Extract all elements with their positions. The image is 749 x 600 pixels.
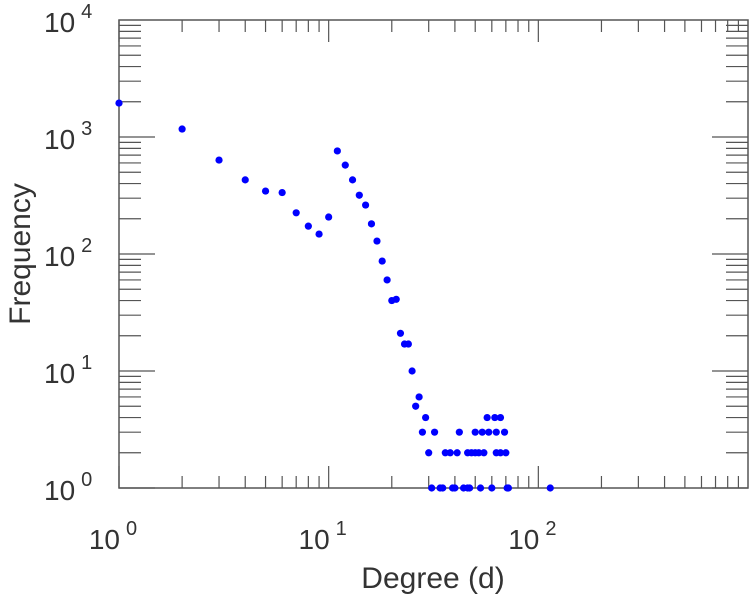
data-point — [430, 428, 439, 436]
data-point — [475, 449, 483, 457]
data-point — [241, 176, 249, 184]
axis-ticks — [118, 20, 748, 489]
data-point — [392, 295, 400, 303]
x-tick-label-base: 10 — [508, 524, 539, 555]
x-tick-label-exponent: 1 — [336, 518, 347, 540]
data-point — [478, 428, 486, 436]
data-point — [496, 449, 505, 457]
data-point — [415, 393, 423, 401]
data-point — [476, 484, 485, 492]
data-point — [453, 449, 461, 457]
y-tick-label-base: 10 — [44, 241, 75, 272]
data-point — [451, 484, 459, 492]
data-point — [412, 402, 420, 410]
data-point — [439, 484, 447, 492]
data-point — [485, 428, 493, 436]
data-point — [315, 230, 323, 238]
data-point — [465, 484, 474, 492]
data-point — [418, 428, 427, 436]
data-point — [325, 213, 333, 221]
data-point — [373, 237, 381, 245]
data-point — [471, 428, 479, 436]
y-tick-label: 10 2 — [44, 235, 92, 272]
y-tick-label-exponent: 4 — [81, 1, 92, 23]
data-point — [261, 187, 270, 195]
y-tick-label: 10 1 — [44, 352, 92, 389]
y-tick-label: 10 3 — [44, 118, 92, 155]
x-tick-label: 10 0 — [89, 518, 137, 555]
data-point — [383, 276, 391, 284]
data-point — [455, 428, 463, 436]
data-point — [428, 484, 436, 492]
data-point — [408, 367, 416, 375]
data-point — [215, 156, 223, 164]
y-tick-label-base: 10 — [44, 475, 75, 506]
plot-frame — [118, 19, 749, 489]
data-point — [546, 484, 554, 492]
data-point — [492, 428, 500, 436]
data-point — [480, 449, 488, 457]
data-point — [292, 209, 300, 217]
data-point — [483, 413, 491, 422]
data-points — [115, 99, 554, 492]
y-tick-label-base: 10 — [44, 7, 75, 38]
data-point — [361, 201, 370, 209]
x-tick-label-base: 10 — [89, 524, 120, 555]
x-tick-label-exponent: 0 — [126, 518, 137, 540]
y-tick-label-exponent: 3 — [81, 118, 92, 140]
data-point — [278, 188, 286, 197]
y-tick-label-exponent: 0 — [81, 469, 92, 491]
data-point — [404, 340, 412, 348]
y-axis-label: Frequency — [4, 183, 37, 325]
data-point — [496, 413, 505, 422]
data-point — [355, 191, 363, 199]
data-point — [425, 449, 433, 457]
data-point — [422, 413, 430, 422]
y-tick-label-exponent: 2 — [81, 235, 92, 257]
x-axis-label: Degree (d) — [361, 562, 504, 595]
data-point — [488, 484, 496, 492]
y-tick-label: 10 0 — [44, 469, 92, 506]
data-point — [304, 222, 312, 230]
data-point — [396, 329, 405, 337]
y-tick-label: 10 4 — [44, 1, 92, 38]
data-point — [441, 449, 449, 457]
data-point — [178, 125, 186, 133]
x-tick-label-exponent: 2 — [545, 518, 556, 540]
data-point — [333, 147, 341, 155]
x-tick-labels: 10 0 10 1 10 2 — [89, 518, 557, 555]
data-point — [341, 161, 349, 169]
data-point — [500, 428, 509, 436]
data-point — [504, 484, 513, 492]
data-point — [378, 257, 386, 265]
x-tick-label: 10 1 — [299, 518, 347, 555]
data-point — [502, 449, 510, 457]
data-point — [367, 220, 376, 228]
y-tick-labels: 10 0 10 1 10 2 10 3 10 4 — [44, 1, 92, 506]
y-tick-label-base: 10 — [44, 124, 75, 155]
data-point — [115, 99, 123, 107]
data-point — [446, 449, 454, 457]
x-tick-label: 10 2 — [508, 518, 556, 555]
data-point — [491, 413, 499, 422]
y-tick-label-exponent: 1 — [81, 352, 92, 374]
x-tick-label-base: 10 — [299, 524, 330, 555]
data-point — [348, 176, 357, 184]
y-tick-label-base: 10 — [44, 358, 75, 389]
